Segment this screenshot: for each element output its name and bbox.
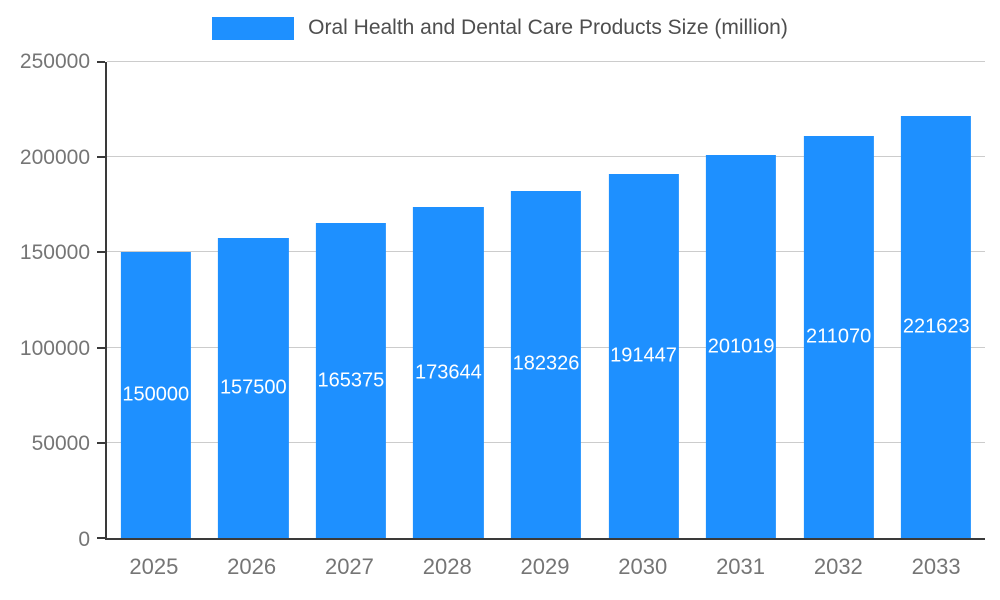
bar-value-label: 191447 xyxy=(610,344,677,367)
bar-value-label: 211070 xyxy=(806,325,872,348)
bar: 165375 xyxy=(315,223,386,538)
x-axis-tick-label: 2026 xyxy=(227,554,277,579)
bar: 173644 xyxy=(413,207,484,538)
x-axis-tick-label: 2029 xyxy=(520,554,570,579)
bar: 182326 xyxy=(510,190,582,538)
plot-area: 150000 157500 165375 173644 182326 191447 2010… xyxy=(97,61,985,540)
y-axis-tick-label: 150000 xyxy=(19,241,90,265)
bar: 150000 xyxy=(120,252,191,538)
x-axis-tick-label: 2032 xyxy=(813,554,863,579)
y-axis-tick-label: 50000 xyxy=(31,432,90,456)
bar: 191447 xyxy=(608,173,679,538)
x-axis-tick-label: 2027 xyxy=(324,554,374,579)
bar-band: 191447 xyxy=(595,62,693,538)
bar-band: 157500 xyxy=(205,62,303,538)
bar-band: 211070 xyxy=(790,62,888,538)
bar-value-label: 201019 xyxy=(707,335,775,358)
gridline xyxy=(107,156,985,158)
y-axis-tick-label: 250000 xyxy=(19,50,90,73)
bar-band: 221623 xyxy=(887,62,985,538)
y-axis-tick xyxy=(97,537,105,539)
x-axis-tick-label: 2030 xyxy=(618,554,668,579)
bar: 211070 xyxy=(803,136,874,538)
x-axis-labels: 2025 2026 2027 2028 2029 2030 2031 2032 2033 xyxy=(105,542,985,587)
bar-band: 150000 xyxy=(107,62,205,538)
bar: 201019 xyxy=(705,155,777,538)
y-axis-tick-label: 100000 xyxy=(19,336,90,360)
bar-band: 173644 xyxy=(400,62,498,538)
bar-value-label: 182326 xyxy=(512,352,580,375)
bar: 157500 xyxy=(218,238,289,538)
bar: 221623 xyxy=(901,116,972,538)
y-axis-tick-label: 200000 xyxy=(19,145,90,169)
bar-value-label: 150000 xyxy=(122,383,190,406)
y-axis-tick-label: 0 xyxy=(78,528,90,551)
bar-band: 201019 xyxy=(692,62,790,538)
y-axis-tick xyxy=(97,441,105,444)
x-axis-tick-label: 2033 xyxy=(911,554,961,579)
bar-band: 165375 xyxy=(302,62,400,538)
x-axis-tick-label: 2028 xyxy=(422,554,472,579)
x-axis-tick-label: 2031 xyxy=(716,554,766,579)
x-axis-tick-label: 2025 xyxy=(129,554,179,579)
y-axis-tick xyxy=(97,156,105,159)
y-axis-labels: 0 50000 100000 150000 200000 250000 xyxy=(0,50,90,551)
bar-value-label: 173644 xyxy=(415,361,482,384)
legend-swatch xyxy=(212,16,295,40)
y-axis-tick xyxy=(97,61,105,63)
y-axis-tick xyxy=(97,346,105,349)
legend: Oral Health and Dental Care Products Siz… xyxy=(0,16,1000,40)
bar-value-label: 157500 xyxy=(219,376,287,399)
bar-band: 182326 xyxy=(497,62,595,538)
bar-value-label: 221623 xyxy=(902,315,970,338)
bar-value-label: 165375 xyxy=(317,369,385,392)
legend-label: Oral Health and Dental Care Products Siz… xyxy=(308,16,788,39)
gridline xyxy=(107,61,985,62)
y-axis-tick xyxy=(97,251,105,254)
